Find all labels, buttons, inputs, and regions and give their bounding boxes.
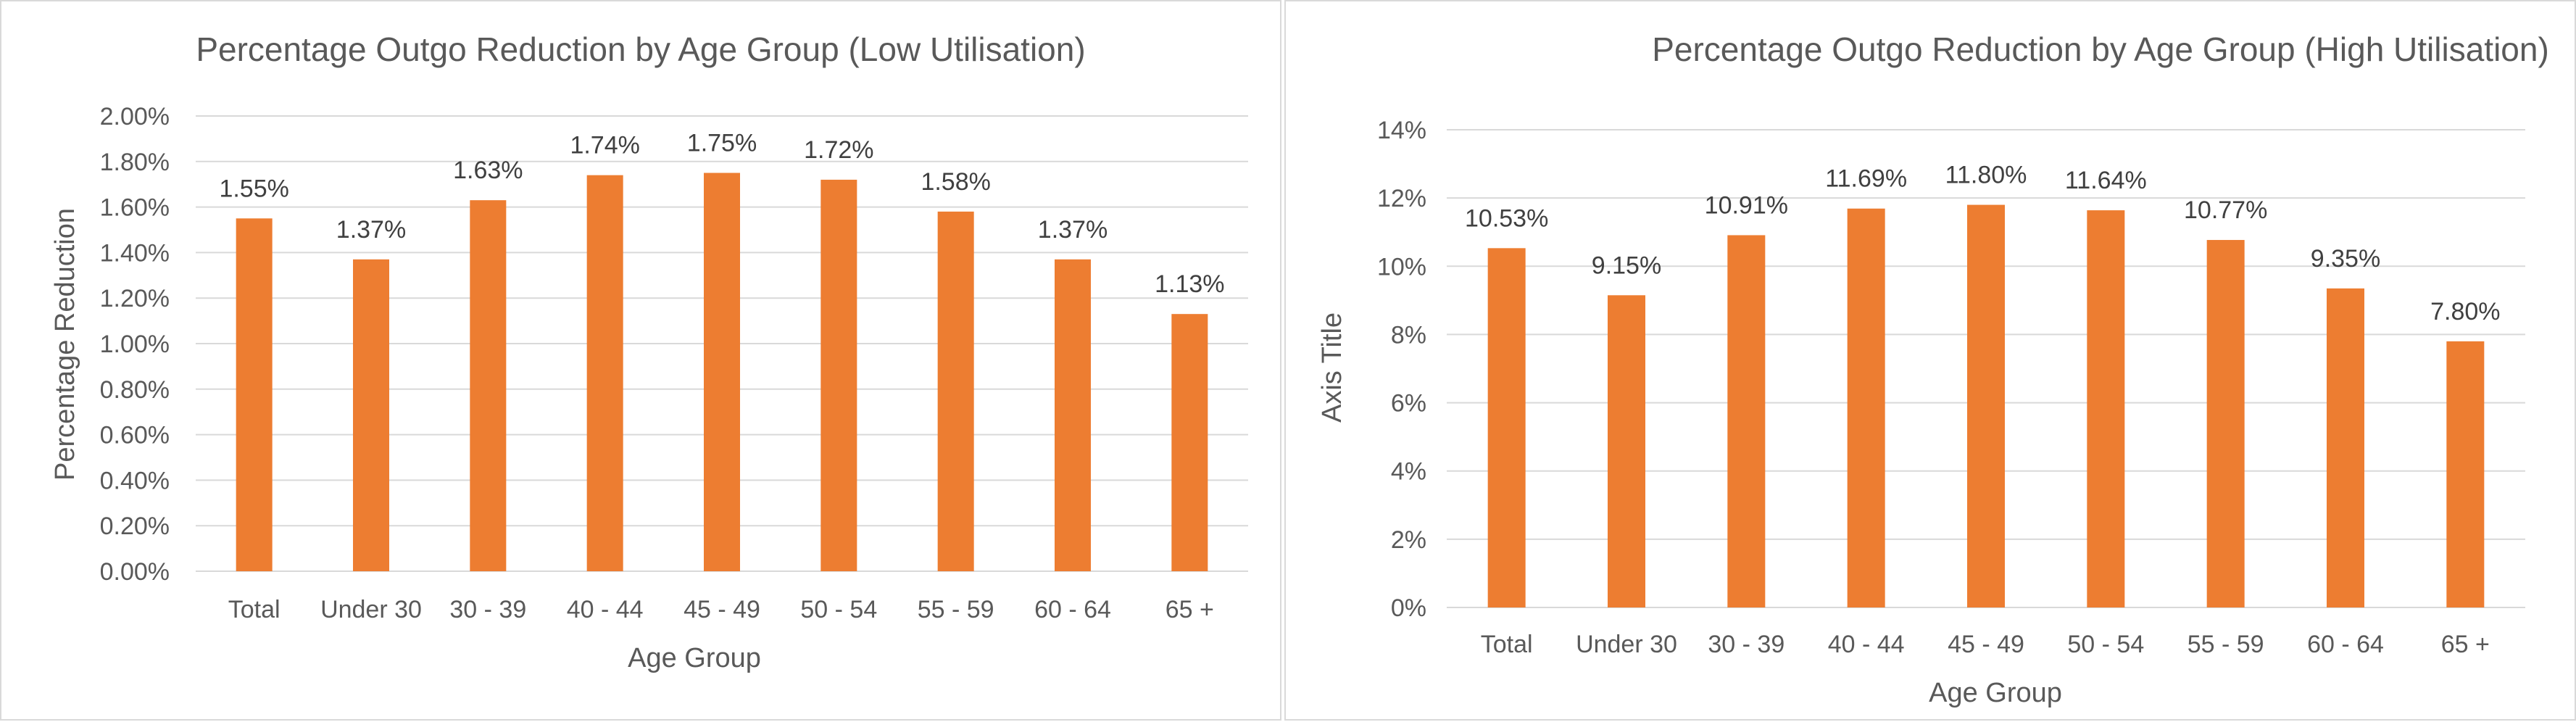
y-tick-label: 2%	[1391, 526, 1426, 554]
data-label: 10.77%	[2184, 196, 2267, 224]
y-tick-label: 1.60%	[100, 194, 170, 222]
x-tick-label: 50 - 54	[2067, 631, 2144, 658]
chart-panel-low-utilisation: Percentage Outgo Reduction by Age Group …	[0, 0, 1281, 721]
y-tick-label: 1.80%	[100, 149, 170, 176]
x-tick-label: 50 - 54	[800, 596, 877, 623]
data-label: 10.91%	[1705, 191, 1788, 219]
chart-title: Percentage Outgo Reduction by Age Group …	[196, 30, 1085, 68]
y-axis-tick-labels: 0.00% 0.20% 0.40% 0.60% 0.80% 1.00% 1.20% 1.40%…	[100, 103, 170, 586]
bar	[1727, 235, 1766, 608]
y-tick-label: 1.40%	[100, 239, 170, 267]
bar	[1055, 259, 1091, 571]
bar	[2446, 341, 2485, 607]
x-tick-label: 65 +	[2441, 631, 2490, 658]
bar	[353, 259, 389, 571]
bar	[1487, 248, 1526, 607]
x-tick-label: 45 - 49	[684, 596, 760, 623]
data-label: 11.64%	[2065, 167, 2147, 194]
x-tick-label: Total	[1481, 631, 1533, 658]
y-tick-label: 1.20%	[100, 285, 170, 312]
chart-high-utilisation: Percentage Outgo Reduction by Age Group …	[1317, 30, 2549, 708]
data-label: 1.74%	[570, 132, 639, 159]
x-tick-label: 55 - 59	[2187, 631, 2264, 658]
y-tick-label: 0%	[1391, 594, 1426, 622]
data-labels: 10.53% 9.15% 10.91% 11.69% 11.80% 11.64% 10.77…	[1465, 162, 2501, 325]
bars	[236, 173, 1208, 572]
x-tick-label: Under 30	[320, 596, 422, 623]
y-tick-label: 14%	[1377, 117, 1426, 144]
bar	[704, 173, 740, 571]
data-label: 1.75%	[687, 130, 757, 157]
x-tick-label: 40 - 44	[1828, 631, 1905, 658]
y-tick-label: 0.20%	[100, 513, 170, 540]
y-tick-label: 4%	[1391, 458, 1426, 486]
bar	[1967, 204, 2005, 607]
bar	[470, 200, 507, 571]
data-label: 9.15%	[1592, 252, 1661, 279]
y-tick-label: 6%	[1391, 390, 1426, 418]
x-axis-tick-labels: Total Under 30 30 - 39 40 - 44 45 - 49 50 - 5…	[228, 596, 1214, 623]
data-label: 1.55%	[219, 175, 288, 202]
data-label: 1.13%	[1155, 270, 1224, 298]
chart-title: Percentage Outgo Reduction by Age Group …	[1652, 30, 2549, 68]
y-tick-label: 12%	[1377, 185, 1426, 212]
bar	[1847, 208, 1885, 607]
x-tick-label: 60 - 64	[2307, 631, 2384, 658]
x-axis-title: Age Group	[628, 643, 761, 673]
data-label: 11.80%	[1945, 162, 2027, 189]
x-axis-title: Age Group	[1929, 678, 2062, 708]
x-tick-label: 60 - 64	[1034, 596, 1111, 623]
data-label: 1.63%	[453, 157, 523, 184]
data-label: 1.37%	[1038, 216, 1108, 244]
y-axis-tick-labels: 0% 2% 4% 6% 8% 10% 12% 14%	[1377, 117, 1426, 622]
data-label: 10.53%	[1465, 204, 1548, 232]
data-label: 1.72%	[804, 136, 873, 164]
y-tick-label: 0.60%	[100, 422, 170, 449]
y-tick-label: 10%	[1377, 253, 1426, 281]
y-tick-label: 2.00%	[100, 103, 170, 130]
x-tick-label: Under 30	[1576, 631, 1677, 658]
y-tick-label: 0.40%	[100, 467, 170, 494]
bars	[1487, 204, 2485, 608]
bar	[937, 211, 974, 571]
bar	[586, 175, 623, 571]
x-tick-label: 65 +	[1166, 596, 1214, 623]
y-axis-title: Percentage Reduction	[50, 208, 80, 481]
y-tick-label: 8%	[1391, 321, 1426, 349]
bar	[1171, 314, 1208, 571]
y-tick-label: 0.80%	[100, 376, 170, 404]
data-label: 9.35%	[2311, 245, 2380, 273]
chart-panel-high-utilisation: Percentage Outgo Reduction by Age Group …	[1284, 0, 2576, 721]
x-tick-label: Total	[228, 596, 281, 623]
bar	[2087, 210, 2125, 607]
data-labels: 1.55% 1.37% 1.63% 1.74% 1.75% 1.72% 1.58% 1.37%…	[219, 130, 1224, 299]
x-axis-tick-labels: Total Under 30 30 - 39 40 - 44 45 - 49 50 - 5…	[1481, 631, 2490, 658]
x-tick-label: 30 - 39	[449, 596, 526, 623]
y-tick-label: 0.00%	[100, 558, 170, 586]
bar	[2327, 288, 2364, 607]
x-tick-label: 55 - 59	[918, 596, 994, 623]
y-tick-label: 1.00%	[100, 331, 170, 358]
x-tick-label: 40 - 44	[567, 596, 644, 623]
data-label: 1.37%	[336, 216, 406, 244]
bar	[1608, 295, 1645, 607]
data-label: 7.80%	[2430, 298, 2500, 325]
y-axis-title: Axis Title	[1317, 312, 1347, 423]
data-label: 11.69%	[1825, 165, 1907, 193]
data-label: 1.58%	[921, 168, 990, 196]
bar	[2206, 240, 2245, 607]
x-tick-label: 30 - 39	[1708, 631, 1784, 658]
x-tick-label: 45 - 49	[1948, 631, 2024, 658]
bar	[236, 218, 273, 571]
bar	[820, 179, 857, 572]
chart-low-utilisation: Percentage Outgo Reduction by Age Group …	[50, 30, 1248, 673]
